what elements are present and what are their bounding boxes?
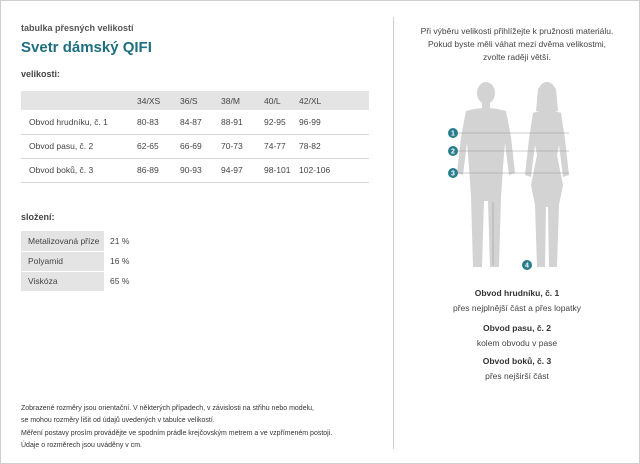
table-cell: 98-101: [260, 158, 295, 183]
measurement-chest: Obvod hrudníku, č. 1 přes nejplnější čás…: [401, 288, 633, 313]
material-percent: 16 %: [104, 251, 130, 272]
table-cell: 88-91: [217, 110, 260, 135]
note-line: se mohou rozměry lišit od údajů uvedenýc…: [21, 417, 215, 425]
measurement-desc: kolem obvodu v pase: [476, 338, 558, 348]
material-percent: 65 %: [104, 271, 130, 292]
product-title: Svetr dámský QIFI: [21, 39, 152, 56]
advice-line: Pokud byste měli váhat mezi dvěma veliko…: [427, 39, 607, 49]
note-line: Zobrazené rozměry jsou orientační. V něk…: [21, 405, 314, 412]
composition-table: Metalizovaná příze 21 % Polyamid 16 % Vi…: [21, 231, 130, 292]
marker-3-icon: 3: [448, 168, 458, 178]
measurement-lines: [453, 132, 569, 265]
left-column: tabulka přesných velikostí Svetr dámský …: [21, 23, 381, 56]
table-cell: 78-82: [295, 134, 369, 159]
size-chart-heading: tabulka přesných velikostí: [21, 23, 134, 33]
column-header: 42/XL: [295, 91, 369, 110]
marker-4-icon: 4: [522, 260, 532, 270]
marker-label: 2: [451, 149, 455, 156]
table-row: Obvod boků, č. 3 86-89 90-93 94-97 98-10…: [21, 158, 369, 183]
marker-1-icon: 1: [448, 128, 458, 138]
table-row: Polyamid 16 %: [21, 251, 130, 272]
marker-label: 3: [451, 171, 455, 178]
table-row: Obvod hrudníku, č. 1 80-83 84-87 88-91 9…: [21, 110, 369, 135]
table-cell: 74-77: [260, 134, 295, 159]
material-name: Polyamid: [21, 251, 104, 272]
sizes-header-row: 34/XS 36/S 38/M 40/L 42/XL: [21, 91, 369, 110]
table-row: Metalizovaná příze 21 %: [21, 231, 130, 252]
table-cell: 62-65: [133, 134, 176, 159]
female-silhouette-icon: [525, 82, 569, 267]
measurement-hips: Obvod boků, č. 3 přes nejširší část: [401, 356, 633, 381]
marker-label: 4: [525, 263, 529, 270]
row-label: Obvod hrudníku, č. 1: [21, 110, 133, 135]
composition-label: složení:: [21, 212, 55, 222]
column-header: 40/L: [260, 91, 295, 110]
column-header: [21, 91, 133, 110]
table-cell: 70-73: [217, 134, 260, 159]
column-header: 38/M: [217, 91, 260, 110]
table-cell: 96-99: [295, 110, 369, 135]
measurement-desc: přes nejširší část: [485, 371, 549, 381]
column-header: 34/XS: [133, 91, 176, 110]
note-line: Měření postavy prosím provádějte ve spod…: [21, 429, 333, 437]
material-name: Metalizovaná příze: [21, 231, 104, 252]
measurement-note: Zobrazené rozměry jsou orientační. V něk…: [21, 403, 381, 452]
table-cell: 94-97: [217, 158, 260, 183]
male-silhouette-icon: [457, 82, 515, 267]
column-divider: [393, 17, 394, 449]
table-row: Obvod pasu, č. 2 62-65 66-69 70-73 74-77…: [21, 134, 369, 159]
advice-line: Při výběru velikosti přihlížejte k pružn…: [420, 26, 614, 36]
table-cell: 86-89: [133, 158, 176, 183]
marker-label: 1: [451, 131, 455, 138]
table-cell: 66-69: [176, 134, 217, 159]
table-cell: 102-106: [295, 158, 369, 183]
table-row: Viskóza 65 %: [21, 271, 130, 292]
advice-line: zvolte raději větší.: [482, 52, 552, 62]
size-advice: Při výběru velikosti přihlížejte k pružn…: [401, 25, 633, 64]
measurement-title: Obvod pasu, č. 2: [482, 323, 552, 333]
body-measurement-illustration: 1 2 3 4: [448, 82, 569, 270]
sizes-label: velikosti:: [21, 69, 61, 79]
measurement-waist: Obvod pasu, č. 2 kolem obvodu v pase: [401, 323, 633, 348]
measurement-title: Obvod hrudníku, č. 1: [474, 288, 560, 298]
table-cell: 84-87: [176, 110, 217, 135]
column-header: 36/S: [176, 91, 217, 110]
material-percent: 21 %: [104, 231, 130, 252]
table-cell: 80-83: [133, 110, 176, 135]
sizes-table: 34/XS 36/S 38/M 40/L 42/XL Obvod hrudník…: [21, 91, 369, 183]
marker-2-icon: 2: [448, 146, 458, 156]
material-name: Viskóza: [21, 271, 104, 292]
measurement-title: Obvod boků, č. 3: [482, 356, 552, 366]
row-label: Obvod pasu, č. 2: [21, 134, 133, 159]
row-label: Obvod boků, č. 3: [21, 158, 133, 183]
note-line: Údaje o rozměrech jsou uváděny v cm.: [21, 441, 142, 449]
table-cell: 90-93: [176, 158, 217, 183]
table-cell: 92-95: [260, 110, 295, 135]
measurement-desc: přes nejplnější část a přes lopatky: [452, 303, 582, 313]
